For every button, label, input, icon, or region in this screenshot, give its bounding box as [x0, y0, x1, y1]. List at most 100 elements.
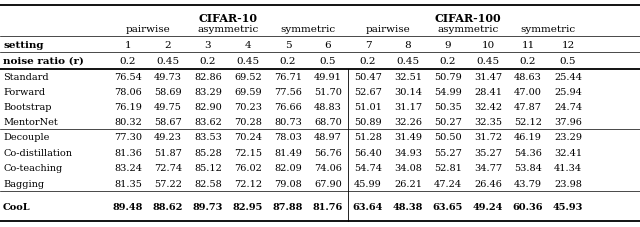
Text: 0.2: 0.2 — [360, 56, 376, 65]
Text: 82.90: 82.90 — [194, 103, 222, 111]
Text: 57.22: 57.22 — [154, 179, 182, 188]
Text: 83.24: 83.24 — [114, 163, 142, 173]
Text: 63.64: 63.64 — [353, 202, 383, 211]
Text: 54.99: 54.99 — [434, 88, 462, 96]
Text: 63.65: 63.65 — [433, 202, 463, 211]
Text: 48.83: 48.83 — [314, 103, 342, 111]
Text: 50.27: 50.27 — [434, 118, 462, 126]
Text: Co-distillation: Co-distillation — [3, 148, 72, 157]
Text: 7: 7 — [365, 40, 371, 49]
Text: 54.36: 54.36 — [514, 148, 542, 157]
Text: 82.09: 82.09 — [274, 163, 302, 173]
Text: 77.30: 77.30 — [114, 133, 142, 142]
Text: asymmetric: asymmetric — [437, 24, 499, 33]
Text: 76.71: 76.71 — [274, 73, 302, 82]
Text: 85.12: 85.12 — [194, 163, 222, 173]
Text: 45.99: 45.99 — [354, 179, 382, 188]
Text: 32.51: 32.51 — [394, 73, 422, 82]
Text: 2: 2 — [164, 40, 172, 49]
Text: 8: 8 — [404, 40, 412, 49]
Text: 51.70: 51.70 — [314, 88, 342, 96]
Text: 82.86: 82.86 — [194, 73, 222, 82]
Text: 69.59: 69.59 — [234, 88, 262, 96]
Text: 78.06: 78.06 — [114, 88, 142, 96]
Text: 23.98: 23.98 — [554, 179, 582, 188]
Text: 0.45: 0.45 — [236, 56, 260, 65]
Text: 54.74: 54.74 — [354, 163, 382, 173]
Text: 48.38: 48.38 — [393, 202, 423, 211]
Text: 89.73: 89.73 — [193, 202, 223, 211]
Text: 24.74: 24.74 — [554, 103, 582, 111]
Text: 50.47: 50.47 — [354, 73, 382, 82]
Text: 0.45: 0.45 — [476, 56, 500, 65]
Text: 47.87: 47.87 — [514, 103, 542, 111]
Text: 47.24: 47.24 — [434, 179, 462, 188]
Text: Decouple: Decouple — [3, 133, 49, 142]
Text: 0.2: 0.2 — [280, 56, 296, 65]
Text: 80.73: 80.73 — [274, 118, 302, 126]
Text: 37.96: 37.96 — [554, 118, 582, 126]
Text: 12: 12 — [561, 40, 575, 49]
Text: 31.72: 31.72 — [474, 133, 502, 142]
Text: 76.02: 76.02 — [234, 163, 262, 173]
Text: 56.40: 56.40 — [354, 148, 382, 157]
Text: 31.47: 31.47 — [474, 73, 502, 82]
Text: CIFAR-10: CIFAR-10 — [198, 12, 257, 23]
Text: 0.5: 0.5 — [560, 56, 576, 65]
Text: 77.56: 77.56 — [274, 88, 302, 96]
Text: 45.93: 45.93 — [553, 202, 583, 211]
Text: 34.08: 34.08 — [394, 163, 422, 173]
Text: 60.36: 60.36 — [513, 202, 543, 211]
Text: 0.5: 0.5 — [320, 56, 336, 65]
Text: CIFAR-100: CIFAR-100 — [435, 12, 501, 23]
Text: 0.2: 0.2 — [120, 56, 136, 65]
Text: 50.50: 50.50 — [434, 133, 462, 142]
Text: 41.34: 41.34 — [554, 163, 582, 173]
Text: 58.69: 58.69 — [154, 88, 182, 96]
Text: 72.15: 72.15 — [234, 148, 262, 157]
Text: pairwise: pairwise — [365, 24, 410, 33]
Text: 79.08: 79.08 — [274, 179, 302, 188]
Text: 70.24: 70.24 — [234, 133, 262, 142]
Text: 28.41: 28.41 — [474, 88, 502, 96]
Text: Co-teaching: Co-teaching — [3, 163, 62, 173]
Text: 81.36: 81.36 — [114, 148, 142, 157]
Text: MentorNet: MentorNet — [3, 118, 58, 126]
Text: 31.49: 31.49 — [394, 133, 422, 142]
Text: 51.01: 51.01 — [354, 103, 382, 111]
Text: CooL: CooL — [3, 202, 31, 211]
Text: 49.23: 49.23 — [154, 133, 182, 142]
Text: 0.2: 0.2 — [520, 56, 536, 65]
Text: symmetric: symmetric — [280, 24, 335, 33]
Text: 0.2: 0.2 — [200, 56, 216, 65]
Text: 68.70: 68.70 — [314, 118, 342, 126]
Text: 81.35: 81.35 — [114, 179, 142, 188]
Text: symmetric: symmetric — [520, 24, 575, 33]
Text: 34.93: 34.93 — [394, 148, 422, 157]
Text: 70.23: 70.23 — [234, 103, 262, 111]
Text: 52.81: 52.81 — [434, 163, 462, 173]
Text: Bootstrap: Bootstrap — [3, 103, 51, 111]
Text: 85.28: 85.28 — [194, 148, 222, 157]
Text: 0.45: 0.45 — [156, 56, 180, 65]
Text: 9: 9 — [445, 40, 451, 49]
Text: setting: setting — [3, 40, 44, 49]
Text: 67.90: 67.90 — [314, 179, 342, 188]
Text: 74.06: 74.06 — [314, 163, 342, 173]
Text: 25.94: 25.94 — [554, 88, 582, 96]
Text: noise ratio (r): noise ratio (r) — [3, 56, 84, 65]
Text: 72.12: 72.12 — [234, 179, 262, 188]
Text: 32.35: 32.35 — [474, 118, 502, 126]
Text: 81.49: 81.49 — [274, 148, 302, 157]
Text: Forward: Forward — [3, 88, 45, 96]
Text: 43.79: 43.79 — [514, 179, 542, 188]
Text: 26.21: 26.21 — [394, 179, 422, 188]
Text: 83.62: 83.62 — [194, 118, 222, 126]
Text: 51.28: 51.28 — [354, 133, 382, 142]
Text: 83.53: 83.53 — [194, 133, 222, 142]
Text: 69.52: 69.52 — [234, 73, 262, 82]
Text: 76.19: 76.19 — [114, 103, 142, 111]
Text: 32.42: 32.42 — [474, 103, 502, 111]
Text: 72.74: 72.74 — [154, 163, 182, 173]
Text: 81.76: 81.76 — [313, 202, 343, 211]
